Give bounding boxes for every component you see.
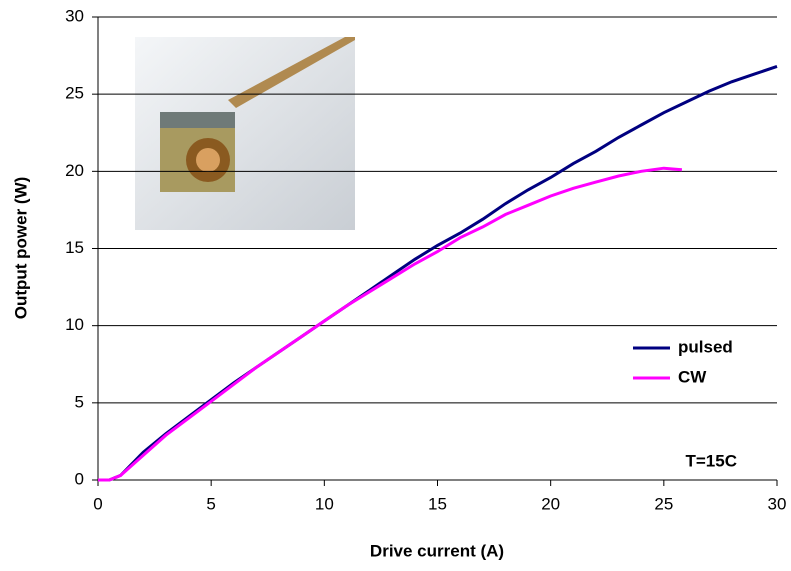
x-axis-label: Drive current (A) (370, 541, 504, 560)
x-tick-label: 25 (654, 494, 673, 513)
y-tick-label: 5 (75, 392, 84, 411)
legend-label: CW (678, 367, 707, 386)
x-tick-label: 20 (541, 494, 560, 513)
inset-photo (135, 37, 355, 230)
y-tick-label: 25 (65, 84, 84, 103)
y-axis-label: Output power (W) (11, 177, 30, 320)
legend-label: pulsed (678, 337, 733, 356)
y-tick-label: 15 (65, 238, 84, 257)
y-tick-label: 0 (75, 469, 84, 488)
x-tick-label: 15 (428, 494, 447, 513)
y-tick-label: 10 (65, 315, 84, 334)
x-tick-label: 10 (315, 494, 334, 513)
x-tick-label: 30 (768, 494, 787, 513)
y-tick-label: 30 (65, 6, 84, 25)
y-tick-label: 20 (65, 161, 84, 180)
x-tick-label: 0 (93, 494, 102, 513)
x-tick-label: 5 (206, 494, 215, 513)
annotation: T=15C (686, 451, 738, 470)
series-line (98, 166, 683, 482)
